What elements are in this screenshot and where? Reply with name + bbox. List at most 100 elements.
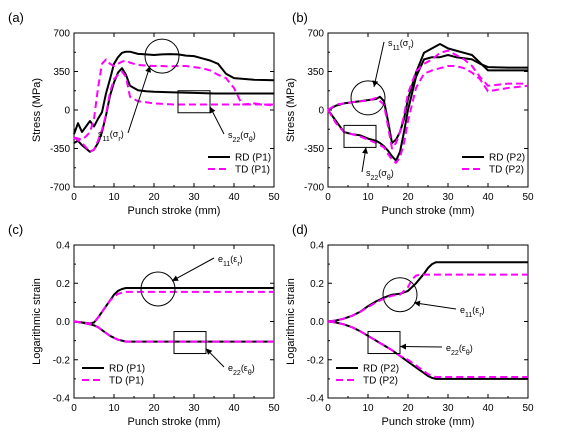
legend-label: TD (P2) (489, 165, 524, 176)
panel-label: (d) (292, 222, 308, 237)
annotation-arrow (205, 348, 225, 368)
x-tick-label: 30 (188, 192, 200, 203)
x-tick-label: 10 (362, 403, 374, 414)
y-tick-label: -350 (304, 144, 324, 155)
series-line-rd (327, 54, 528, 162)
annotation-circle (144, 38, 180, 74)
panel-1: (b) 0 10 20 30 40 50 -700 -350 0 350 700 Punch strok… (285, 10, 534, 217)
panel-2: (c) 0 10 20 30 40 50 -0.4 -0.2 0.0 0.2 0.4 Punch str… (8, 222, 280, 428)
y-tick-label: 0.4 (56, 241, 70, 252)
x-tick-label: 30 (442, 192, 454, 203)
y-tick-label: -700 (304, 183, 324, 194)
legend: RD (P2)TD (P2) (462, 153, 525, 176)
legend-label: TD (P2) (363, 376, 398, 387)
annotation-label: e11(εr) (460, 305, 485, 319)
series-line-td (73, 58, 275, 141)
annotation-label: s22(σθ) (366, 168, 394, 182)
panel-3: (d) 0 10 20 30 40 50 -0.4 -0.2 0.0 0.2 0.4 Punch str… (285, 222, 534, 428)
x-axis-label: Punch stroke (mm) (128, 205, 221, 217)
series-line-rd (73, 67, 274, 153)
annotation-arrow (209, 106, 225, 135)
y-tick-label: 0.0 (56, 317, 70, 328)
annotation-label: s11(σr) (98, 129, 124, 143)
y-tick-label: 0.2 (310, 279, 324, 290)
series-line-rd (327, 320, 528, 380)
x-tick-label: 20 (402, 192, 414, 203)
annotation-label: e22(εθ) (446, 343, 473, 357)
y-axis-label: Stress (MPa) (285, 78, 297, 142)
x-tick-label: 10 (362, 192, 374, 203)
y-tick-label: 0.0 (310, 317, 324, 328)
series-line-td (73, 320, 274, 343)
series-line-td (327, 65, 529, 164)
x-tick-label: 40 (482, 403, 494, 414)
series-line-rd (327, 261, 528, 323)
x-tick-label: 30 (188, 403, 200, 414)
y-tick-label: 700 (53, 29, 70, 40)
legend-label: RD (P2) (363, 364, 399, 375)
x-tick-label: 0 (71, 403, 77, 414)
x-tick-label: 10 (108, 403, 120, 414)
series-line-rd (73, 287, 274, 325)
annotation-box (173, 331, 207, 355)
series-line-td (327, 320, 528, 378)
series-line-rd (73, 50, 275, 135)
y-tick-label: -0.4 (307, 394, 325, 405)
x-tick-label: 0 (325, 192, 331, 203)
panel-0: (a) 0 10 20 30 40 50 -700 -350 0 350 700 Punch strok… (8, 10, 280, 217)
y-tick-label: 350 (53, 67, 70, 78)
annotation-label: e11(εr) (218, 254, 243, 268)
y-tick-label: -0.2 (53, 355, 71, 366)
x-tick-label: 50 (268, 192, 280, 203)
annotation-arrow (361, 147, 368, 173)
annotation-arrow (171, 257, 215, 282)
legend: RD (P1)TD (P1) (82, 364, 145, 387)
y-axis-label: Stress (MPa) (31, 78, 43, 142)
x-tick-label: 0 (325, 403, 331, 414)
annotation-circle (140, 271, 176, 307)
x-tick-label: 50 (522, 403, 534, 414)
x-tick-label: 0 (71, 192, 77, 203)
panel-label: (a) (8, 10, 24, 25)
annotation-arrow (399, 343, 443, 350)
x-tick-label: 50 (268, 403, 280, 414)
x-tick-label: 40 (482, 192, 494, 203)
legend-label: TD (P1) (109, 376, 144, 387)
y-tick-label: -0.4 (53, 394, 71, 405)
annotation-arrow (127, 65, 151, 134)
x-tick-label: 20 (148, 192, 160, 203)
legend: RD (P2)TD (P2) (336, 364, 399, 387)
panel-label: (b) (292, 10, 308, 25)
series-line-td (73, 290, 274, 325)
legend-label: RD (P1) (235, 153, 271, 164)
legend-label: TD (P1) (235, 165, 270, 176)
x-tick-label: 40 (228, 192, 240, 203)
y-tick-label: -700 (50, 183, 70, 194)
y-axis-label: Logarithmic strain (285, 278, 297, 365)
annotation-label: s22(σθ) (228, 130, 256, 144)
annotation-circle (382, 277, 418, 313)
x-tick-label: 10 (108, 192, 120, 203)
plot-frame (73, 244, 275, 399)
series-line-td (327, 49, 528, 150)
legend-label: RD (P1) (109, 364, 145, 375)
annotation-circle (350, 80, 386, 116)
x-tick-label: 40 (228, 403, 240, 414)
series-line-td (327, 273, 528, 323)
annotation-arrow (372, 41, 385, 88)
annotation-box (343, 124, 377, 148)
legend-label: RD (P2) (489, 153, 525, 164)
y-tick-label: 350 (307, 67, 324, 78)
series-line-td (73, 70, 274, 153)
annotation-label: e22(εθ) (228, 363, 255, 377)
y-tick-label: 0.4 (310, 241, 324, 252)
x-axis-label: Punch stroke (mm) (382, 416, 475, 428)
y-tick-label: 700 (307, 29, 324, 40)
x-tick-label: 20 (148, 403, 160, 414)
y-axis-label: Logarithmic strain (31, 278, 43, 365)
y-tick-label: 0 (64, 106, 70, 117)
x-tick-label: 50 (522, 192, 534, 203)
annotation-arrow (413, 300, 457, 310)
panel-label: (c) (8, 222, 23, 237)
